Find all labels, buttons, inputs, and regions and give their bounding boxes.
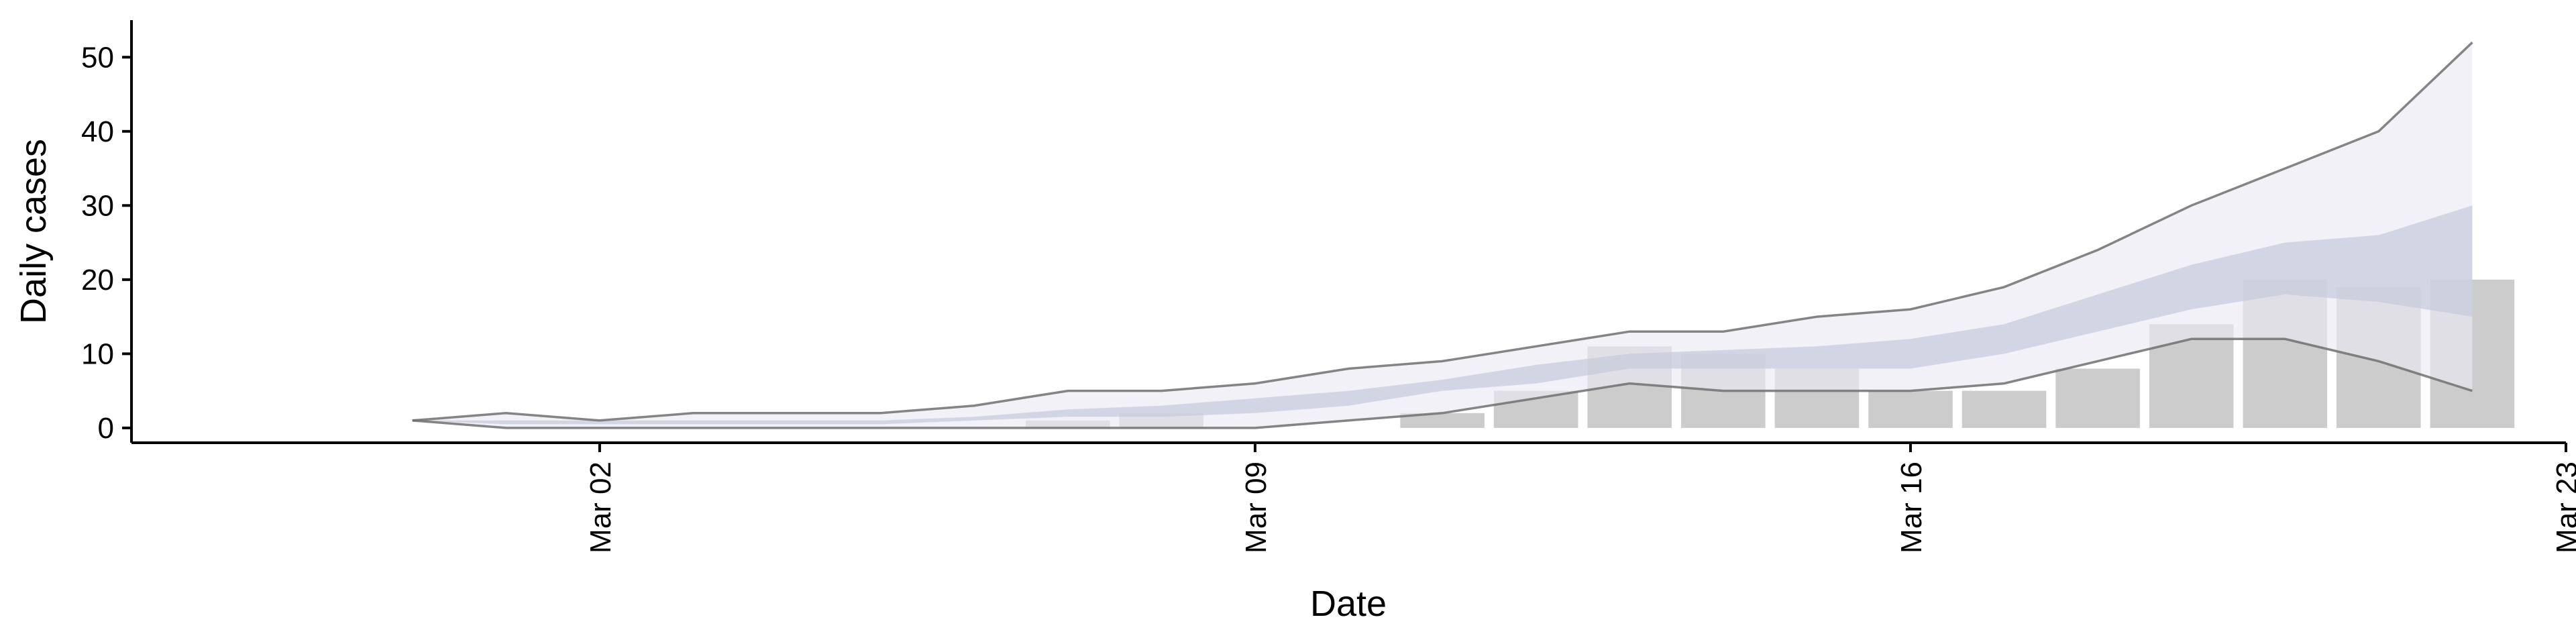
- y-ticks: 0 10 20 30 40 50: [81, 41, 131, 445]
- x-tick-label: Mar 09: [1240, 462, 1273, 553]
- bar: [1962, 390, 2047, 428]
- y-axis-title: Daily cases: [13, 139, 54, 324]
- y-tick-label: 10: [81, 337, 114, 370]
- inner-interval-band: [412, 205, 2473, 425]
- x-axis-title: Date: [1310, 584, 1387, 624]
- y-tick-label: 20: [81, 264, 114, 297]
- x-ticks: Mar 02 Mar 09 Mar 16 Mar 23: [584, 443, 2576, 553]
- x-tick-label: Mar 16: [1895, 462, 1928, 553]
- outer-interval-band: [412, 42, 2473, 428]
- y-tick-label: 50: [81, 41, 114, 74]
- bar: [2055, 368, 2140, 428]
- y-tick-label: 30: [81, 189, 114, 222]
- bar: [1400, 413, 1485, 428]
- outer-lower-line: [412, 337, 2473, 429]
- bar: [1868, 390, 1953, 428]
- outer-upper-line: [412, 41, 2473, 422]
- x-tick-label: Mar 23: [2551, 462, 2576, 553]
- y-tick-label: 0: [98, 412, 114, 445]
- bands-layer: [412, 41, 2473, 429]
- axes-layer: [130, 20, 2566, 444]
- x-tick-label: Mar 02: [584, 462, 617, 553]
- y-tick-label: 40: [81, 115, 114, 148]
